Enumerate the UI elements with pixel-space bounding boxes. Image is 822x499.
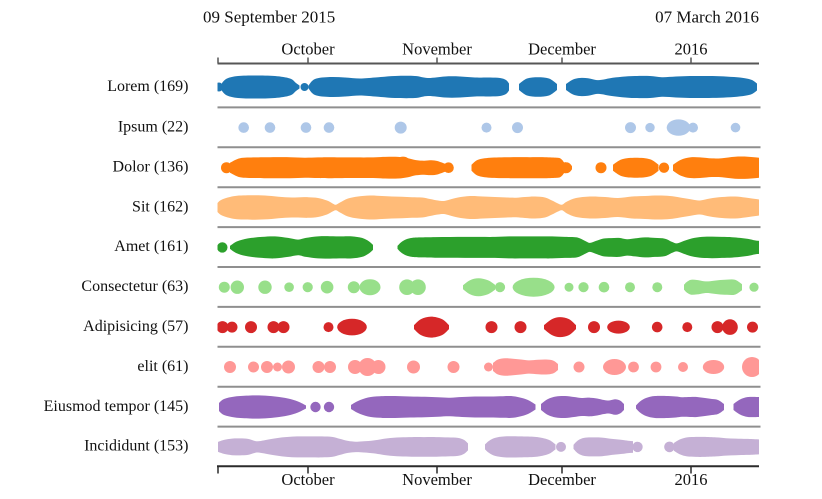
svg-text:Consectetur (63): Consectetur (63) bbox=[81, 278, 188, 295]
svg-text:October: October bbox=[281, 39, 335, 58]
svg-text:07 March 2016: 07 March 2016 bbox=[655, 7, 759, 26]
svg-text:November: November bbox=[402, 470, 472, 489]
svg-text:Eiusmod tempor (145): Eiusmod tempor (145) bbox=[44, 398, 189, 415]
svg-text:Amet (161): Amet (161) bbox=[114, 238, 188, 255]
svg-text:2016: 2016 bbox=[675, 470, 708, 489]
svg-text:December: December bbox=[528, 470, 596, 489]
svg-text:December: December bbox=[528, 39, 596, 58]
svg-text:Lorem (169): Lorem (169) bbox=[107, 78, 188, 95]
svg-text:Ipsum (22): Ipsum (22) bbox=[118, 118, 189, 135]
svg-text:elit (61): elit (61) bbox=[137, 358, 188, 375]
svg-text:Dolor (136): Dolor (136) bbox=[113, 159, 189, 176]
svg-text:Adipisicing (57): Adipisicing (57) bbox=[83, 318, 188, 335]
svg-text:October: October bbox=[281, 470, 335, 489]
svg-text:November: November bbox=[402, 39, 472, 58]
svg-text:09 September 2015: 09 September 2015 bbox=[203, 7, 335, 26]
svg-text:Incididunt (153): Incididunt (153) bbox=[84, 438, 188, 455]
svg-text:2016: 2016 bbox=[675, 39, 708, 58]
svg-text:Sit (162): Sit (162) bbox=[132, 198, 188, 215]
